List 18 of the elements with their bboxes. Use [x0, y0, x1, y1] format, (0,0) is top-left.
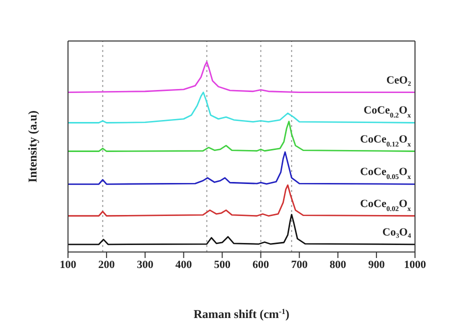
series-label: CeO₂ — [386, 74, 412, 86]
x-tick-label: 200 — [98, 258, 116, 271]
series-label: CoCe$_{0.02}$O$_{x}$ — [360, 198, 412, 213]
x-tick-label: 300 — [136, 258, 154, 271]
x-tick-label: 1000 — [404, 258, 426, 271]
series-label: CoCe$_{0.05}$O$_{x}$ — [360, 166, 412, 182]
x-tick-label: 800 — [330, 258, 347, 271]
series-label: Co₃O₄ — [382, 226, 412, 238]
y-axis-title: Intensity (a.u) — [25, 110, 40, 183]
series-label: CoCe$_{0.12}$O$_{x}$ — [360, 133, 412, 148]
x-tick-label: 700 — [291, 258, 308, 271]
x-tick-label: 500 — [214, 258, 231, 271]
x-tick-label: 400 — [175, 258, 192, 271]
x-axis-title: Raman shift (cm$^{-1}$) — [194, 306, 290, 321]
x-tick-label: 600 — [252, 258, 270, 271]
x-tick-label: 900 — [368, 258, 386, 271]
series-label: CoCe$_{0.2}$O$_{x}$ — [364, 104, 412, 120]
x-tick-label: 100 — [60, 258, 77, 271]
